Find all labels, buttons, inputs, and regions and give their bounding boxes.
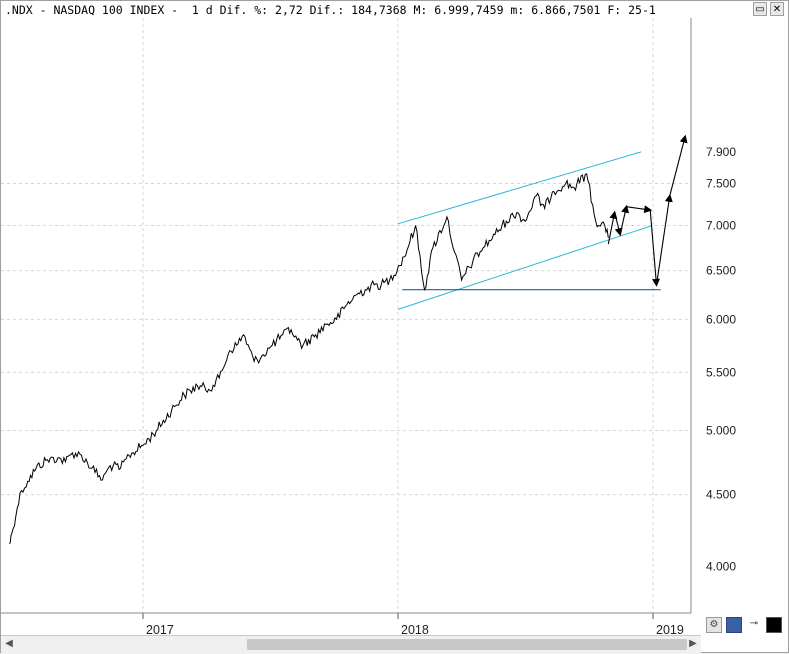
channel-lower-line bbox=[397, 225, 653, 310]
axis-layer: 4.500 5.000 5.500 6.000 6.500 7.000 7.500 4.000… bbox=[1, 18, 736, 637]
channel-upper-line bbox=[397, 151, 642, 225]
projection-layer bbox=[607, 134, 688, 287]
y-tick-label: 6.000 bbox=[706, 312, 736, 326]
scroll-thumb[interactable] bbox=[247, 639, 687, 650]
price-line bbox=[9, 173, 609, 545]
horizontal-scrollbar[interactable]: ◀ ▶ bbox=[1, 635, 701, 653]
y-tick-label: 4.500 bbox=[706, 488, 736, 502]
y-tick-label: 6.500 bbox=[706, 264, 736, 278]
y-tick-label: 5.000 bbox=[706, 423, 736, 437]
y-tick-label: 7.000 bbox=[706, 219, 736, 233]
grid-layer bbox=[1, 18, 691, 613]
y-tick-label: 7.500 bbox=[706, 177, 736, 191]
scroll-left-arrow-icon[interactable]: ◀ bbox=[5, 638, 13, 649]
projection-arrow bbox=[607, 210, 618, 245]
projection-arrow bbox=[649, 210, 660, 287]
scroll-right-arrow-icon[interactable]: ▶ bbox=[689, 638, 697, 649]
chart-toolbar: ⚙ ⊸ bbox=[706, 617, 782, 633]
projection-arrow bbox=[619, 204, 630, 235]
close-button[interactable]: ✕ bbox=[770, 2, 784, 16]
save-icon[interactable] bbox=[726, 617, 742, 633]
pin-icon[interactable]: ⊸ bbox=[749, 618, 759, 629]
settings-icon[interactable]: ⚙ bbox=[706, 617, 722, 633]
color-swatch-icon[interactable] bbox=[766, 617, 782, 633]
annotation-layer bbox=[397, 151, 661, 310]
x-tick-label: 2017 bbox=[146, 623, 174, 637]
projection-arrow bbox=[669, 134, 688, 196]
y-tick-label-partial: 4.000 bbox=[706, 559, 736, 573]
x-tick-label: 2018 bbox=[401, 623, 429, 637]
projection-arrow bbox=[655, 193, 673, 285]
y-tick-label: 5.500 bbox=[706, 365, 736, 379]
window-buttons: ▭ ✕ bbox=[753, 2, 784, 16]
x-tick-label: 2019 bbox=[656, 623, 684, 637]
restore-button[interactable]: ▭ bbox=[753, 2, 767, 16]
projection-arrow bbox=[614, 212, 623, 237]
projection-arrow bbox=[626, 205, 653, 214]
chart-header-text: .NDX - NASDAQ 100 INDEX - 1 d Dif. %: 2,… bbox=[5, 3, 656, 17]
price-series-layer bbox=[9, 173, 609, 545]
y-tick-label-partial: 7.900 bbox=[706, 145, 736, 159]
